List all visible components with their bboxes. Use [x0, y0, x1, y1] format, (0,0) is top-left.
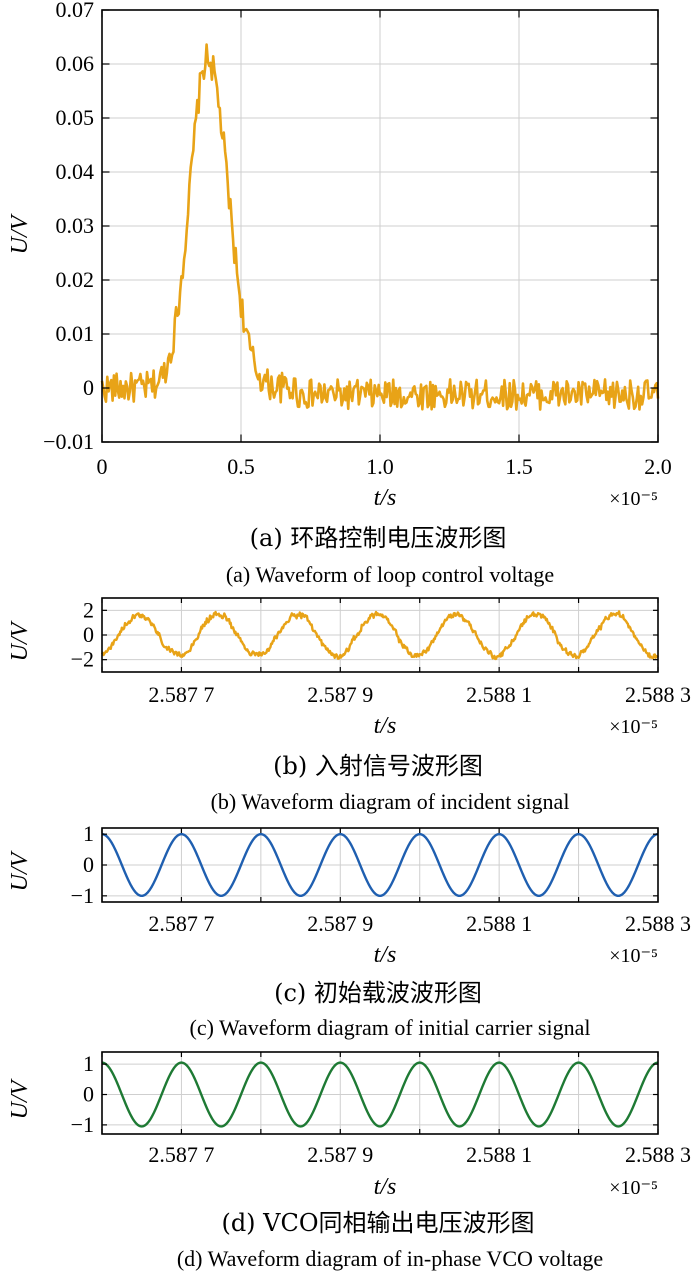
- y-tick-label: 0.02: [56, 267, 95, 292]
- x-axis-multiplier: ×10⁻⁵: [609, 945, 658, 967]
- x-tick-label: 2.588 1: [466, 1142, 532, 1167]
- chart-panel-0: 0 0.5 1.0 1.5 2.0−0.0100.010.020.030.040.050…: [7, 0, 672, 587]
- x-tick-label: 0: [97, 454, 108, 479]
- y-tick-label: −0.01: [43, 429, 94, 454]
- x-axis-multiplier: ×10⁻⁵: [609, 716, 658, 738]
- x-tick-label: 0.5: [227, 454, 255, 479]
- y-tick-label: 0.07: [56, 0, 95, 22]
- x-tick-label: 2.587 9: [307, 911, 373, 936]
- x-tick-label: 2.588 3: [625, 682, 691, 707]
- y-axis-label: U/V: [7, 213, 33, 254]
- chart-panel-1: 2.587 7 2.587 9 2.588 1 2.588 3 −202 U/V t/s ×1…: [7, 597, 691, 814]
- y-tick-label: 0.04: [56, 159, 95, 184]
- x-tick-label: 2.587 7: [148, 1142, 214, 1167]
- x-axis-label: t/s: [374, 1174, 397, 1200]
- caption-english: (b) Waveform diagram of incident signal: [211, 789, 570, 814]
- y-tick-label: 0: [83, 1082, 94, 1107]
- y-tick-label: 0.06: [56, 51, 95, 76]
- caption-chinese: (b) 入射信号波形图: [273, 752, 483, 780]
- caption-chinese: (c) 初始载波波形图: [274, 979, 482, 1007]
- x-axis-label: t/s: [374, 713, 397, 739]
- y-tick-label: 0: [83, 375, 94, 400]
- x-tick-label: 1.5: [505, 454, 533, 479]
- chart-panel-3: 2.587 7 2.587 9 2.588 1 2.588 3 −1 0 1 U/V t/s ×1…: [7, 1051, 691, 1271]
- chart-panel-2: 2.587 7 2.587 9 2.588 1 2.588 3 −1 0 1 U/V t/s ×1…: [7, 821, 691, 1040]
- y-tick-label: −1: [71, 883, 94, 908]
- y-tick-label: −1: [71, 1112, 94, 1137]
- x-axis-label: t/s: [374, 942, 397, 968]
- x-tick-label: 2.588 3: [625, 1142, 691, 1167]
- caption-english: (a) Waveform of loop control voltage: [226, 562, 554, 587]
- y-axis-label: U/V: [7, 1078, 33, 1119]
- y-tick-label: 0.03: [56, 213, 95, 238]
- x-axis-multiplier: ×10⁻⁵: [609, 1177, 658, 1199]
- y-tick-label: 1: [83, 1051, 94, 1076]
- x-tick-label: 2.588 1: [466, 911, 532, 936]
- y-axis-label: U/V: [7, 620, 33, 661]
- y-axis-label: U/V: [7, 850, 33, 891]
- caption-english: (d) Waveform diagram of in-phase VCO vol…: [177, 1246, 603, 1271]
- caption-english: (c) Waveform diagram of initial carrier …: [190, 1015, 591, 1040]
- y-tick-label: 0: [83, 852, 94, 877]
- y-tick-label: 0: [83, 622, 94, 647]
- x-tick-label: 2.588 1: [466, 682, 532, 707]
- x-axis-multiplier: ×10⁻⁵: [609, 488, 658, 510]
- caption-chinese: (d) VCO同相输出电压波形图: [221, 1209, 534, 1237]
- x-tick-label: 2.587 9: [307, 1142, 373, 1167]
- x-tick-label: 1.0: [366, 454, 394, 479]
- y-tick-label: 2: [83, 597, 94, 622]
- x-tick-label: 2.0: [644, 454, 672, 479]
- caption-chinese: (a) 环路控制电压波形图: [250, 524, 507, 552]
- x-tick-label: 2.587 9: [307, 682, 373, 707]
- x-tick-label: 2.588 3: [625, 911, 691, 936]
- x-tick-label: 2.587 7: [148, 911, 214, 936]
- x-tick-label: 2.587 7: [148, 682, 214, 707]
- y-tick-label: −2: [71, 647, 94, 672]
- y-tick-label: 1: [83, 821, 94, 846]
- x-axis-label: t/s: [374, 485, 397, 511]
- y-tick-label: 0.05: [56, 105, 95, 130]
- y-tick-label: 0.01: [56, 321, 95, 346]
